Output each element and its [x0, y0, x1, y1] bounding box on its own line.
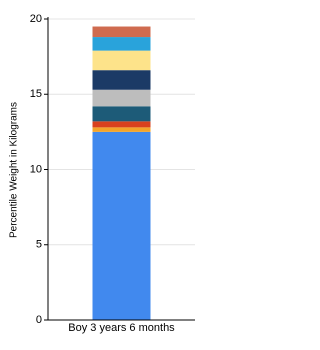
bar-segment — [92, 127, 151, 132]
bar-segment — [92, 121, 151, 128]
y-axis-label: Percentile Weight in Kilograms — [9, 102, 20, 238]
bar-segment — [92, 131, 151, 320]
bar-segment — [92, 89, 151, 107]
bar-segment — [92, 37, 151, 51]
chart: Percentile Weight in Kilograms 0 5 10 15 20 B… — [9, 13, 195, 334]
y-tick-label: 20 — [30, 13, 42, 25]
y-tick-label: 15 — [30, 88, 42, 100]
bar-segment — [92, 106, 151, 122]
bar-segment — [92, 26, 151, 38]
y-tick-label: 0 — [36, 314, 42, 326]
y-tick-label: 5 — [36, 239, 42, 251]
bar-segment — [92, 70, 151, 90]
bar-segment — [92, 50, 151, 71]
x-tick-label: Boy 3 years 6 months — [68, 322, 175, 334]
y-tick-label: 10 — [30, 163, 42, 175]
